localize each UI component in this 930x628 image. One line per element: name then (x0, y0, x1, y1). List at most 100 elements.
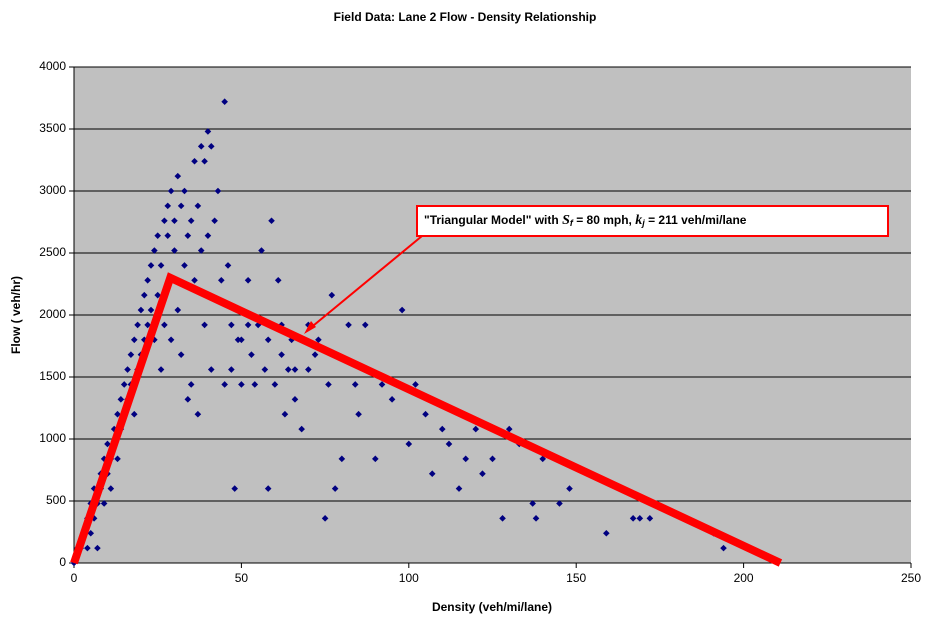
data-point (181, 187, 188, 195)
data-point (144, 276, 151, 284)
data-point (154, 232, 161, 239)
data-point (462, 455, 470, 463)
data-point (207, 366, 215, 373)
y-tick-label: 4000 (39, 59, 66, 73)
data-point (328, 291, 336, 299)
data-point (636, 515, 644, 522)
data-point (137, 306, 145, 314)
data-point (455, 485, 463, 492)
data-point (405, 440, 413, 448)
data-point (315, 336, 322, 344)
data-point (305, 321, 312, 329)
data-point (264, 485, 272, 492)
data-point (489, 455, 496, 463)
data-point (174, 172, 182, 180)
data-point (107, 485, 115, 492)
data-point (177, 202, 185, 210)
data-point (100, 500, 108, 507)
data-point (191, 157, 198, 165)
x-tick-label: 150 (566, 571, 586, 585)
data-point (130, 410, 138, 418)
data-point (197, 247, 205, 254)
data-point (472, 425, 480, 433)
y-tick-label: 3500 (39, 121, 66, 135)
data-point (361, 321, 369, 329)
data-point (248, 351, 255, 358)
data-point (171, 247, 178, 254)
data-point (184, 232, 192, 239)
data-point (629, 515, 637, 522)
data-point (378, 381, 386, 388)
data-point (231, 485, 239, 492)
data-point (214, 187, 222, 195)
data-point (174, 306, 182, 314)
data-point (428, 470, 436, 478)
data-point (291, 366, 299, 373)
data-point (224, 262, 232, 269)
x-tick-label: 50 (235, 571, 249, 585)
data-point (338, 455, 346, 463)
data-point (278, 351, 285, 358)
data-point (261, 366, 269, 373)
data-point (445, 440, 453, 448)
data-point (505, 425, 513, 433)
data-point (566, 485, 573, 492)
x-tick-label: 200 (734, 571, 754, 585)
data-point (191, 276, 198, 284)
data-point (331, 485, 339, 492)
data-point (171, 217, 178, 225)
y-tick-label: 1000 (39, 431, 66, 445)
data-point (84, 544, 91, 552)
data-point (412, 381, 419, 388)
data-point (603, 529, 610, 537)
data-point (238, 381, 245, 388)
data-point (305, 366, 312, 373)
data-point (556, 500, 563, 507)
data-point (311, 351, 319, 358)
data-point (268, 217, 275, 225)
data-point (244, 321, 252, 329)
data-point (228, 321, 235, 329)
data-point (218, 276, 225, 284)
data-point (104, 440, 111, 448)
data-point (355, 410, 362, 418)
data-point (157, 366, 165, 373)
data-point (646, 515, 654, 522)
data-point (141, 291, 148, 299)
data-point (251, 381, 259, 388)
x-tick-label: 100 (399, 571, 419, 585)
data-point (539, 455, 547, 463)
x-tick-label: 250 (901, 571, 921, 585)
data-point (120, 381, 128, 388)
data-point (221, 98, 228, 106)
annotation-box (416, 205, 889, 237)
y-tick-label: 1500 (39, 369, 66, 383)
data-point (204, 128, 212, 135)
data-point (194, 410, 202, 418)
data-point (398, 306, 406, 314)
data-point (144, 321, 151, 329)
data-point (161, 321, 168, 329)
data-point (164, 232, 172, 239)
data-point (124, 366, 131, 373)
data-point (147, 262, 155, 269)
data-point (114, 455, 121, 463)
annotation-arrowhead (304, 321, 316, 334)
data-point (157, 262, 165, 269)
data-point (187, 381, 195, 388)
data-point (291, 396, 299, 403)
chart-title: Field Data: Lane 2 Flow - Density Relati… (334, 10, 597, 24)
plot-area: 0 500 1000 1500 2000 2500 3000 3500 4000 0 50 100 15… (39, 59, 921, 585)
data-point (221, 381, 228, 388)
data-point (351, 381, 359, 388)
data-point (167, 187, 175, 195)
y-tick-label: 2000 (39, 307, 66, 321)
data-point (422, 410, 429, 418)
x-axis-label: Density (veh/mi/lane) (432, 600, 552, 614)
data-point (197, 143, 205, 150)
data-point (720, 544, 727, 552)
data-point (271, 381, 279, 388)
data-point (164, 202, 172, 210)
data-point (529, 500, 536, 507)
